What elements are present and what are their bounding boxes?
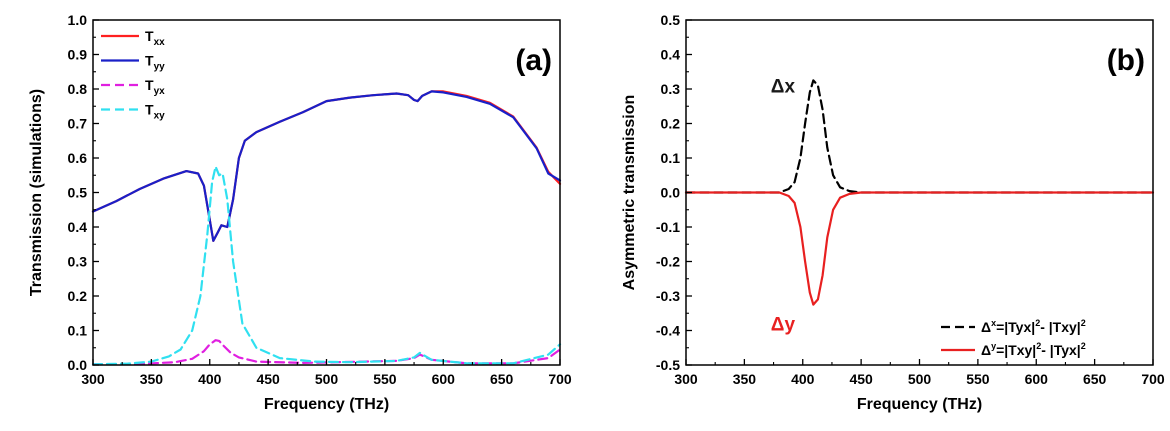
chart-panel-b: 300 350 400 450 500 550 600 650 700 -0.5 -0.4 -0.3 -… (621, 12, 1165, 413)
x-tick-label: 700 (548, 371, 572, 387)
series-layer-b (684, 79, 1155, 306)
ticks-layer-b: 300 350 400 450 500 550 600 650 700 -0.5 -0.4 -0.3 -… (656, 12, 1165, 387)
y-tick-label: 0.8 (68, 81, 88, 97)
legend-entry: Δx=|Tyx|2- |Txy|2 (981, 318, 1086, 335)
y-tick-label: 0.5 (68, 185, 88, 201)
legend-entry: Tyx (145, 77, 165, 97)
series-line-b-0 (684, 79, 1155, 194)
y-tick-label: 0.7 (68, 116, 88, 132)
series-layer-a (91, 90, 562, 366)
x-tick-label: 400 (791, 371, 815, 387)
y-tick-label: 0.0 (68, 357, 88, 373)
x-tick-label: 550 (966, 371, 990, 387)
y-tick-label: 0.4 (68, 219, 88, 235)
y-axis-label-a: Transmission (simulations) (28, 89, 45, 296)
x-tick-label: 550 (373, 371, 397, 387)
annotation-label: Δy (771, 315, 796, 336)
legend-a: Txx Tyy Tyx Txy (101, 28, 165, 122)
y-tick-label: -0.1 (656, 219, 680, 235)
y-tick-label: 1.0 (68, 12, 88, 28)
y-tick-label: 0.4 (661, 47, 681, 63)
annotation-label: Δx (771, 76, 796, 97)
x-tick-label: 700 (1141, 371, 1165, 387)
legend-b: Δx=|Tyx|2- |Txy|2 Δy=|Txy|2- |Tyx|2 (941, 318, 1086, 358)
y-tick-label: 0.3 (68, 254, 88, 270)
y-tick-label: 0.9 (68, 47, 88, 63)
chart-panel-a: 300 350 400 450 500 550 600 650 700 0.0 0.1 0.2 0.3 0… (28, 12, 572, 413)
y-tick-label: -0.4 (656, 323, 680, 339)
y-tick-label: 0.2 (661, 116, 681, 132)
x-tick-label: 350 (733, 371, 757, 387)
x-tick-label: 350 (140, 371, 164, 387)
legend-entry: Δy=|Txy|2- |Tyx|2 (981, 341, 1086, 358)
x-tick-label: 300 (674, 371, 698, 387)
y-tick-label: -0.3 (656, 288, 680, 304)
x-tick-label: 650 (1083, 371, 1107, 387)
x-tick-label: 500 (315, 371, 339, 387)
y-tick-label: -0.5 (656, 357, 680, 373)
series-line-b-1 (684, 191, 1155, 306)
panel-tag-b: (b) (1107, 44, 1145, 77)
legend-entry: Txy (145, 102, 165, 122)
x-tick-label: 400 (198, 371, 222, 387)
y-tick-label: 0.5 (661, 12, 681, 28)
legend-entry: Txx (145, 28, 165, 48)
x-tick-label: 450 (849, 371, 873, 387)
y-tick-label: 0.3 (661, 81, 681, 97)
y-tick-label: -0.2 (656, 254, 680, 270)
y-tick-label: 0.2 (68, 288, 88, 304)
x-tick-label: 600 (432, 371, 456, 387)
x-axis-label-b: Frequency (THz) (857, 396, 982, 413)
y-tick-label: 0.1 (68, 323, 88, 339)
y-axis-label-b: Asymmetric transmission (621, 95, 638, 291)
panel-tag-a: (a) (515, 44, 552, 77)
x-tick-label: 650 (490, 371, 514, 387)
y-tick-label: 0.0 (661, 185, 681, 201)
y-tick-label: 0.6 (68, 150, 88, 166)
series-line-a-3 (91, 165, 562, 366)
legend-entry: Tyy (145, 53, 165, 73)
series-line-a-1 (91, 90, 562, 242)
ticks-layer-a: 300 350 400 450 500 550 600 650 700 0.0 0.1 0.2 0.3 0… (68, 12, 572, 387)
y-tick-label: 0.1 (661, 150, 681, 166)
annotations-b: Δx Δy (771, 76, 796, 335)
x-tick-label: 300 (81, 371, 105, 387)
x-tick-label: 500 (908, 371, 932, 387)
x-axis-label-a: Frequency (THz) (264, 396, 389, 413)
x-tick-label: 600 (1025, 371, 1049, 387)
x-tick-label: 450 (256, 371, 280, 387)
